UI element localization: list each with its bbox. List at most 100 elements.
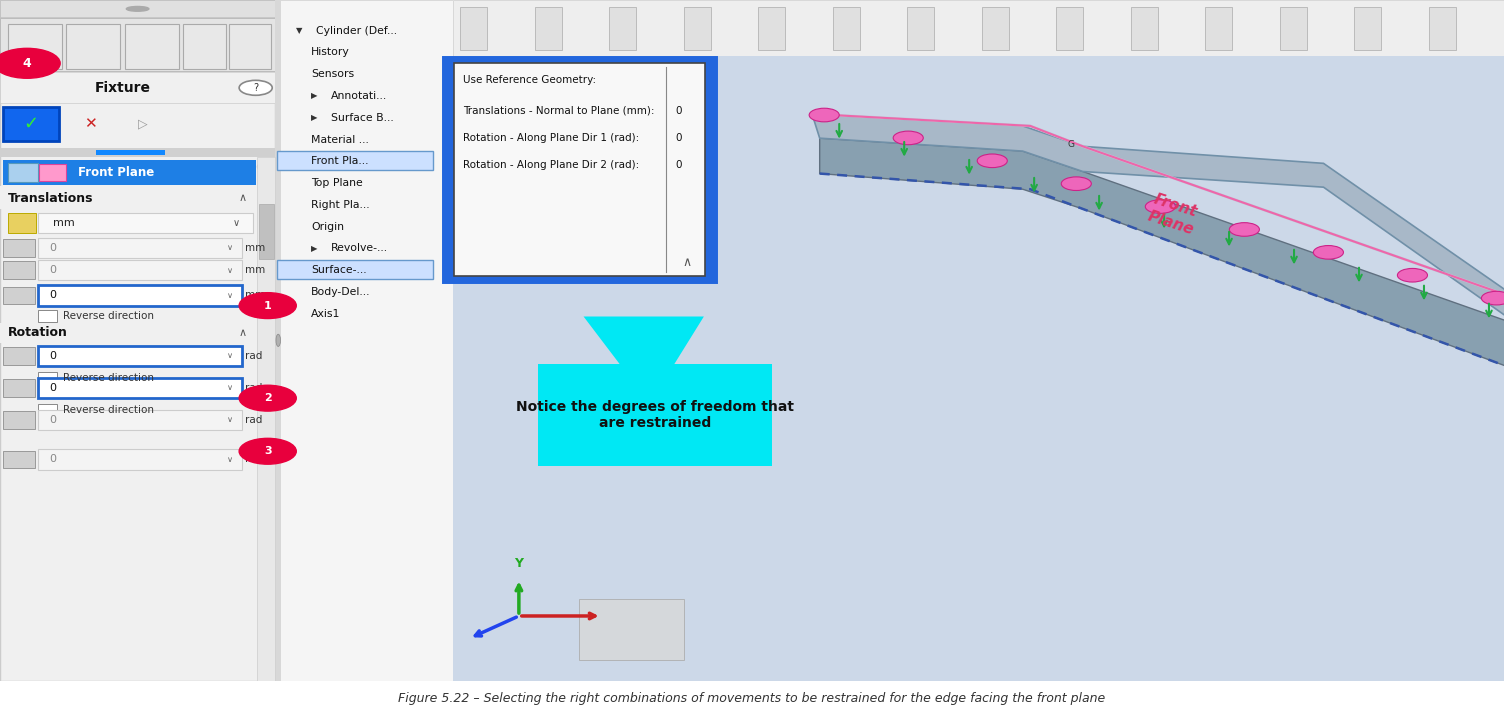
Text: 4: 4 [23,57,32,69]
Bar [38,260,242,281]
Text: Fixture: Fixture [95,81,150,95]
Bar [3,411,35,429]
Text: ∨: ∨ [227,266,233,274]
Circle shape [1146,200,1176,213]
Circle shape [239,80,272,95]
Text: Rotation - Along Plane Dir 1 (rad):: Rotation - Along Plane Dir 1 (rad): [463,133,639,143]
Bar [1354,7,1381,50]
Bar [3,160,256,185]
Bar [125,24,179,69]
Bar [0,148,275,157]
Bar [38,285,242,306]
Circle shape [1229,223,1259,236]
Bar [275,0,453,681]
Bar [833,7,860,50]
Text: Revolve-...: Revolve-... [331,243,388,253]
Text: rad: rad [245,415,263,425]
Bar [453,0,1504,56]
Text: Y: Y [514,557,523,570]
Bar [1280,7,1307,50]
Bar [259,204,274,259]
Text: ✓: ✓ [23,115,39,133]
Bar [453,56,1504,681]
Bar [257,157,275,681]
Bar [38,346,242,366]
Circle shape [978,154,1008,167]
Ellipse shape [277,334,280,347]
Bar [3,347,35,365]
Text: Body-Del...: Body-Del... [311,287,371,297]
Bar [38,410,242,430]
Circle shape [0,48,60,78]
Bar [229,24,271,69]
Bar [3,239,35,257]
Bar [538,364,772,467]
Text: Axis1: Axis1 [311,309,341,319]
Text: Origin: Origin [311,222,344,232]
Text: ∨: ∨ [227,384,233,393]
Text: Use Reference Geometry:: Use Reference Geometry: [463,75,597,85]
Text: Surface-...: Surface-... [311,265,367,275]
Text: 0: 0 [50,454,57,464]
Text: Reverse direction: Reverse direction [63,373,155,383]
Polygon shape [584,316,704,403]
Bar [1056,7,1083,50]
Text: 0: 0 [675,106,681,116]
Text: 0: 0 [50,242,57,252]
Text: 2: 2 [263,393,272,403]
Bar [982,7,1009,50]
Circle shape [239,293,296,318]
Text: Notice the degrees of freedom that
are restrained: Notice the degrees of freedom that are r… [516,400,794,430]
Circle shape [1062,177,1092,191]
Text: ▷: ▷ [138,118,147,130]
Text: ▼: ▼ [296,26,302,35]
Bar [445,60,714,280]
Bar [38,378,242,398]
Text: 0: 0 [675,133,681,143]
Bar [1429,7,1456,50]
Bar [1205,7,1232,50]
Bar [1131,7,1158,50]
Bar [0,0,275,681]
Bar [535,7,562,50]
Text: ∧: ∧ [238,193,247,203]
Text: ∧: ∧ [238,328,247,337]
Bar [3,451,35,468]
Text: Front
Plane: Front Plane [1146,191,1200,238]
Text: ∨: ∨ [227,243,233,252]
Bar [38,450,242,469]
Text: Rotation - Along Plane Dir 2 (rad):: Rotation - Along Plane Dir 2 (rad): [463,160,639,170]
Text: Right Pla...: Right Pla... [311,200,370,210]
Bar [38,238,242,258]
Circle shape [893,131,923,145]
Text: Rotation: Rotation [8,326,68,340]
Circle shape [1397,269,1427,282]
Bar [38,213,253,233]
Bar [460,7,487,50]
Text: rad: rad [245,383,263,393]
Circle shape [1481,291,1504,305]
Bar [38,403,57,416]
Bar [8,213,36,233]
Bar [758,7,785,50]
Bar [38,310,57,322]
Bar [96,150,165,155]
Text: Front Plane: Front Plane [78,166,155,179]
Text: Cylinder (Def...: Cylinder (Def... [316,26,397,35]
Circle shape [239,438,296,464]
Circle shape [239,385,296,411]
Text: G: G [1068,140,1075,149]
Bar [3,107,59,141]
Text: rad: rad [245,454,263,464]
Text: mm: mm [53,218,74,228]
Text: mm: mm [245,291,265,301]
Circle shape [1313,245,1343,259]
Bar [684,7,711,50]
Text: ▶: ▶ [311,91,317,101]
Text: Sensors: Sensors [311,69,355,79]
Bar [907,7,934,50]
Bar [277,260,433,279]
Text: Reverse direction: Reverse direction [63,311,155,320]
Bar [0,323,257,343]
Bar [453,0,1504,681]
